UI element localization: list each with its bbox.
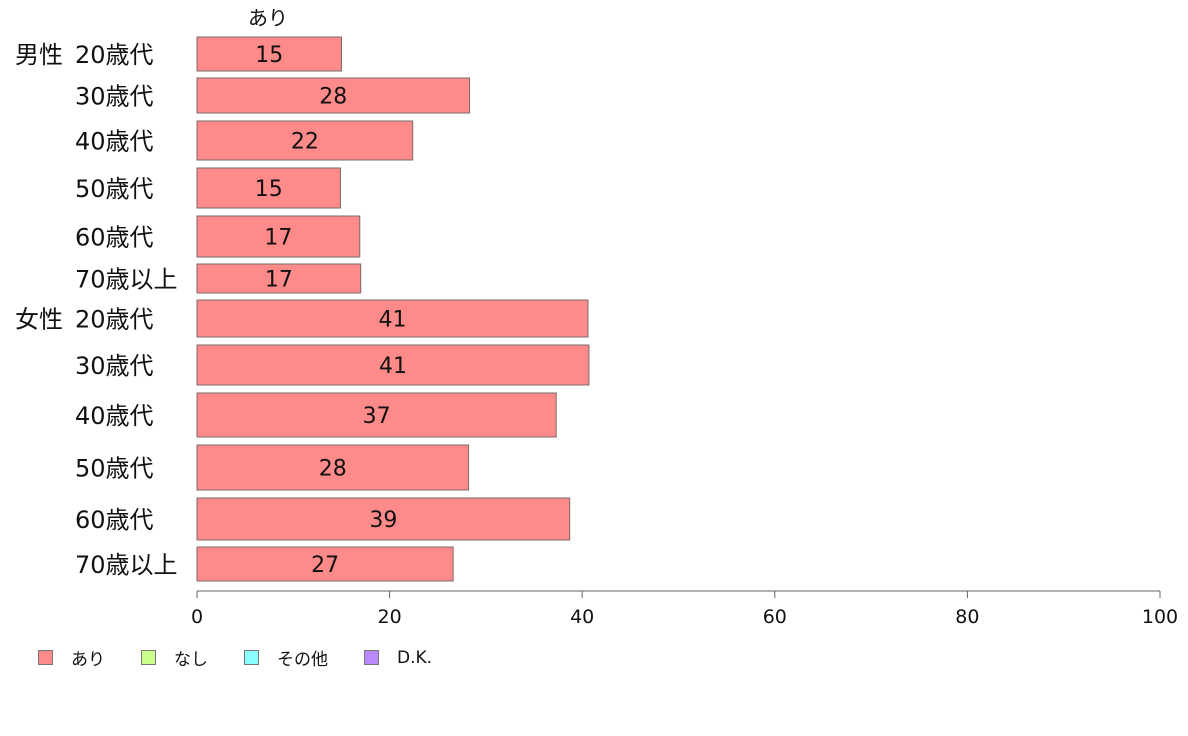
legend-swatch-ari <box>38 650 53 665</box>
bar-value-label-11: 27 <box>311 553 339 578</box>
category-label-1: 30歳代 <box>75 83 154 111</box>
legend-swatch-sonota <box>244 650 259 665</box>
bar-value-label-5: 17 <box>265 268 293 293</box>
x-tick-label-0: 0 <box>191 606 203 628</box>
legend-item-ari: あり <box>38 645 105 670</box>
legend-label-nashi: なし <box>174 650 208 670</box>
bar-value-label-3: 15 <box>255 177 283 202</box>
category-labels: あり20歳代男性30歳代40歳代50歳代60歳代70歳以上20歳代女性30歳代4… <box>15 6 288 579</box>
legend-swatch-nashi <box>141 650 156 665</box>
bar-8 <box>196 392 557 438</box>
bar-1 <box>196 77 471 114</box>
category-label-0: 20歳代 <box>75 41 154 69</box>
category-label-3: 50歳代 <box>75 175 154 203</box>
bar-value-label-9: 28 <box>319 457 347 482</box>
category-label-10: 60歳代 <box>75 506 154 534</box>
x-tick-label-1: 20 <box>378 606 402 628</box>
x-tick-label-2: 40 <box>570 606 594 628</box>
bar-value-label-6: 41 <box>378 308 406 333</box>
bar-value-label-1: 28 <box>319 85 347 110</box>
category-label-9: 50歳代 <box>75 455 154 483</box>
bar-value-label-4: 17 <box>264 226 292 251</box>
bar-2 <box>196 120 414 161</box>
series-header-label: あり <box>248 6 288 30</box>
x-axis: 0 20 40 60 80 100 <box>191 590 1178 628</box>
bar-5 <box>196 263 362 294</box>
category-label-4: 60歳代 <box>75 224 154 252</box>
group-label-0: 男性 <box>15 41 63 69</box>
legend-label-sonota: その他 <box>277 650 328 670</box>
category-label-7: 30歳代 <box>75 352 154 380</box>
bar-3 <box>196 167 341 209</box>
bar-value-label-0: 15 <box>255 43 283 68</box>
bar-value-label-2: 22 <box>291 130 319 155</box>
category-label-2: 40歳代 <box>75 128 154 156</box>
group-label-6: 女性 <box>15 306 63 334</box>
x-tick-label-5: 100 <box>1142 606 1178 628</box>
x-tick-label-4: 80 <box>955 606 979 628</box>
bar-10 <box>196 497 571 541</box>
bar-value-label-8: 37 <box>363 404 391 429</box>
category-label-5: 70歳以上 <box>75 266 178 294</box>
bar-value-label-7: 41 <box>379 354 407 379</box>
bar-7 <box>196 344 590 386</box>
legend-label-ari: あり <box>71 650 105 670</box>
legend-item-nashi: なし <box>141 645 208 670</box>
legend-item-sonota: その他 <box>244 645 328 670</box>
bar-11 <box>196 546 454 582</box>
legend: あり なし その他 D.K. <box>38 645 468 670</box>
bar-9 <box>196 444 470 491</box>
bar-0 <box>196 36 342 72</box>
bar-6 <box>196 299 589 338</box>
legend-item-dk: D.K. <box>364 648 432 668</box>
legend-label-dk: D.K. <box>397 647 433 668</box>
bar-4 <box>196 215 361 258</box>
category-label-6: 20歳代 <box>75 306 154 334</box>
x-tick-label-3: 60 <box>763 606 787 628</box>
category-label-11: 70歳以上 <box>75 551 178 579</box>
category-label-8: 40歳代 <box>75 402 154 430</box>
legend-swatch-dk <box>364 650 379 665</box>
bar-value-label-10: 39 <box>369 508 397 533</box>
